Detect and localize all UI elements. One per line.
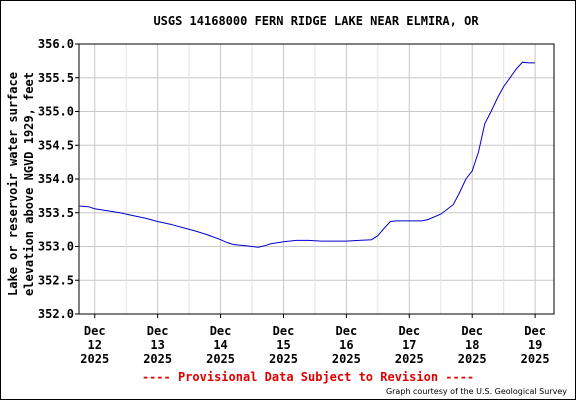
y-tick-label: 356.0 — [38, 37, 74, 51]
y-tick-label: 353.0 — [38, 240, 74, 254]
y-tick-label: 352.0 — [38, 307, 74, 321]
y-tick-label: 354.0 — [38, 172, 74, 186]
series-line-1 — [79, 61, 536, 248]
x-tick-label: 2025 — [395, 352, 424, 366]
x-tick-label: Dec — [84, 324, 106, 338]
y-tick-label: 353.5 — [38, 206, 74, 220]
x-tick-label: Dec — [398, 324, 420, 338]
x-tick-label: 2025 — [143, 352, 172, 366]
provisional-notice: ---- Provisional Data Subject to Revisio… — [142, 370, 474, 384]
x-tick-label: 12 — [88, 338, 102, 352]
x-tick-label: 2025 — [332, 352, 361, 366]
x-tick-label: 2025 — [206, 352, 235, 366]
x-tick-label: 16 — [339, 338, 353, 352]
y-tick-label: 355.5 — [38, 71, 74, 85]
x-tick-label: Dec — [147, 324, 169, 338]
x-tick-label: Dec — [461, 324, 483, 338]
x-tick-label: 17 — [402, 338, 416, 352]
x-tick-label: 14 — [213, 338, 227, 352]
x-axis-ticks: Dec122025Dec132025Dec142025Dec152025Dec1… — [80, 314, 550, 366]
x-tick-label: 2025 — [521, 352, 550, 366]
grid — [79, 44, 554, 314]
x-tick-label: 2025 — [269, 352, 298, 366]
y-axis-label-line-2: elevation above NGVD 1929, feet — [22, 72, 36, 296]
plot-area-border — [78, 43, 555, 315]
y-tick-label: 354.5 — [38, 138, 74, 152]
x-tick-label: 15 — [276, 338, 290, 352]
chart-title: USGS 14168000 FERN RIDGE LAKE NEAR ELMIR… — [153, 14, 479, 28]
y-axis-label: Lake or reservoir water surface elevatio… — [6, 72, 36, 296]
y-axis-label-line-1: Lake or reservoir water surface — [6, 72, 20, 296]
x-tick-label: 18 — [465, 338, 479, 352]
x-tick-label: Dec — [524, 324, 546, 338]
x-tick-label: 2025 — [80, 352, 109, 366]
x-tick-label: Dec — [336, 324, 358, 338]
x-tick-label: Dec — [210, 324, 232, 338]
x-tick-label: Dec — [273, 324, 295, 338]
credit-text: Graph courtesy of the U.S. Geological Su… — [386, 387, 567, 396]
y-tick-label: 352.5 — [38, 273, 74, 287]
x-tick-label: 2025 — [458, 352, 487, 366]
x-tick-label: 13 — [150, 338, 164, 352]
y-axis-ticks: 352.0 352.5 353.0 353.5 354.0 354.5 355.0 355.5… — [38, 37, 79, 321]
y-tick-label: 355.0 — [38, 105, 74, 119]
series-layer — [79, 61, 536, 248]
x-tick-label: 19 — [528, 338, 542, 352]
